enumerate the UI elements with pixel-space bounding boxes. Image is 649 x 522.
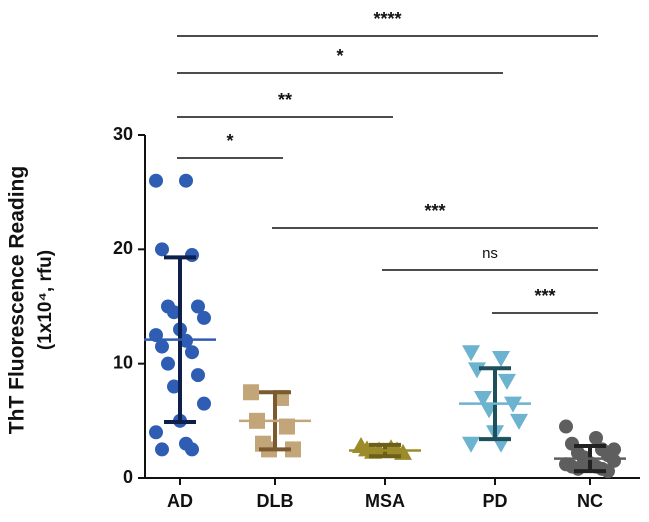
data-point [149, 173, 163, 188]
y-tick-label: 0 [123, 467, 133, 487]
significance-label: * [226, 131, 233, 151]
y-tick-label: 20 [113, 238, 133, 258]
y-tick-label: 10 [113, 352, 133, 372]
data-point [285, 441, 301, 458]
data-point [468, 362, 486, 379]
data-point [589, 430, 603, 445]
significance-label: **** [373, 9, 401, 29]
data-point [167, 305, 181, 320]
data-point [197, 396, 211, 411]
data-point [492, 350, 510, 367]
data-point [197, 310, 211, 325]
y-axis-label: (1x10⁴, rfu) [35, 250, 56, 350]
data-point [185, 442, 199, 457]
significance-label: *** [424, 201, 445, 221]
data-point [167, 379, 181, 394]
data-point [179, 173, 193, 188]
data-point [498, 373, 516, 390]
x-tick-label: AD [167, 491, 193, 511]
data-point [279, 418, 295, 435]
x-tick-label: PD [482, 491, 507, 511]
x-tick-label: DLB [257, 491, 294, 511]
data-point [161, 356, 175, 371]
significance-label: * [336, 46, 343, 66]
data-point [191, 368, 205, 383]
data-point [149, 425, 163, 440]
data-point [510, 413, 528, 430]
data-point [559, 419, 573, 434]
y-axis-label: ThT Fluorescence Reading [6, 166, 29, 434]
significance-label: ** [278, 90, 292, 110]
significance-label: *** [534, 286, 555, 306]
data-point [191, 299, 205, 314]
data-point [462, 345, 480, 362]
data-point [155, 242, 169, 257]
data-point [474, 390, 492, 407]
data-point [155, 442, 169, 457]
x-tick-label: MSA [365, 491, 405, 511]
y-tick-label: 30 [113, 124, 133, 144]
significance-label: ns [482, 245, 498, 262]
data-point [155, 339, 169, 354]
data-point [185, 248, 199, 263]
data-point [462, 436, 480, 453]
data-point [243, 384, 259, 401]
data-point [607, 442, 621, 457]
data-point [601, 464, 615, 479]
x-tick-label: NC [577, 491, 603, 511]
data-point [185, 345, 199, 360]
